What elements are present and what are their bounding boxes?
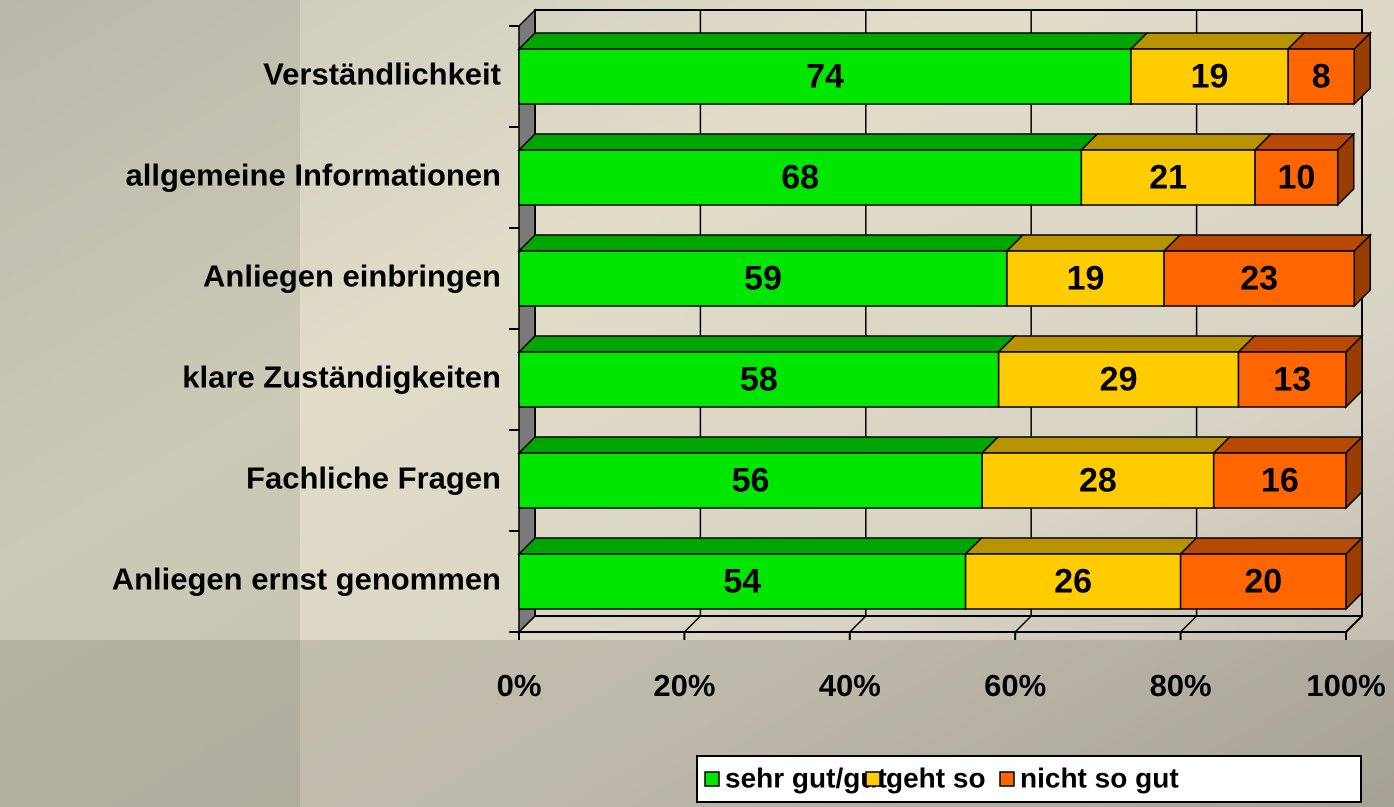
data-label: 21: [1149, 158, 1187, 196]
bar-top: [1079, 133, 1273, 151]
data-label: 56: [732, 461, 770, 499]
bar-top: [517, 133, 1100, 151]
bar-top: [1162, 234, 1373, 252]
bar-segment: [1253, 132, 1356, 207]
bar-segment: [1178, 536, 1364, 611]
bar-front: [1212, 452, 1347, 509]
x-tick-label: 100%: [1306, 668, 1385, 703]
legend-swatch: [704, 771, 720, 787]
bar-segment: [1005, 234, 1182, 307]
bar-segment: [1211, 435, 1364, 510]
bar-front: [518, 452, 983, 509]
bar-top: [1253, 133, 1356, 151]
data-label: 54: [723, 562, 761, 600]
legend: sehr gut/gut geht so nicht so gut: [696, 755, 1362, 803]
x-tick-label: 0%: [497, 668, 542, 703]
category-label: Fachliche Fragen: [246, 461, 501, 496]
bar-front: [518, 149, 1083, 206]
data-label: 23: [1240, 259, 1278, 297]
data-label: 29: [1100, 360, 1138, 398]
category-label: Verständlichkeit: [263, 57, 501, 92]
x-tick-label: 20%: [653, 668, 715, 703]
bar-front: [1254, 149, 1339, 206]
bar-front: [1287, 48, 1356, 105]
x-tick-label: 40%: [819, 668, 881, 703]
data-label: 68: [781, 158, 819, 196]
bar-top: [517, 436, 1000, 454]
data-label: 8: [1312, 57, 1331, 95]
bar-segment: [517, 32, 1149, 105]
bar-top: [963, 537, 1199, 555]
bar-segment: [517, 234, 1025, 307]
bar-top: [1236, 335, 1364, 353]
data-label: 74: [806, 57, 844, 95]
bar-top: [1129, 32, 1306, 50]
data-label: 58: [740, 360, 778, 398]
bar-top: [517, 537, 984, 555]
legend-label: nicht so gut: [1020, 762, 1179, 793]
bar-front: [518, 351, 1000, 408]
data-label: 20: [1244, 562, 1282, 600]
legend-swatch: [865, 771, 881, 787]
bar-front: [518, 250, 1008, 307]
bar-top: [1005, 234, 1182, 252]
bar-front: [1179, 553, 1347, 610]
data-label: 26: [1054, 562, 1092, 600]
category-label: klare Zuständigkeiten: [182, 360, 501, 395]
bar-top: [1211, 436, 1364, 454]
bar-front: [981, 452, 1215, 509]
bar-top: [517, 335, 1017, 353]
category-label: Anliegen einbringen: [203, 259, 501, 294]
bar-front: [1163, 250, 1356, 307]
bar-top: [996, 335, 1257, 353]
bar-segment: [517, 537, 984, 610]
grid-floor-line: [1014, 615, 1032, 633]
category-label: allgemeine Informationen: [125, 158, 501, 193]
legend-swatch: [999, 771, 1015, 787]
bar-segment: [1079, 133, 1273, 206]
bar-segment: [517, 436, 1000, 509]
bar-segment: [1286, 31, 1373, 106]
bar-top: [517, 32, 1149, 50]
bar-top: [517, 234, 1025, 252]
bar-segment: [517, 335, 1017, 408]
grid-floor-line: [849, 615, 867, 633]
legend-label: geht so: [886, 762, 986, 793]
bar-front: [1237, 351, 1347, 408]
bar-top: [1178, 537, 1364, 555]
grid-floor-line: [1345, 615, 1363, 633]
legend-box: [696, 755, 1362, 803]
data-label: 28: [1079, 461, 1117, 499]
bar-front: [1006, 250, 1165, 307]
bar-front: [518, 553, 967, 610]
bar-front: [1080, 149, 1256, 206]
data-label: 59: [744, 259, 782, 297]
bar-segment: [1162, 233, 1373, 308]
data-label: 19: [1191, 57, 1229, 95]
bar-segment: [1236, 334, 1364, 409]
legend-label: sehr gut/gut: [725, 762, 887, 793]
data-label: 13: [1273, 360, 1311, 398]
bar-segment: [517, 133, 1100, 206]
bar-top: [980, 436, 1232, 454]
data-label: 19: [1067, 259, 1105, 297]
plot-area: 0% 20% 40% 60% 80% 100% Verständlichkeit 74 19 8 a…: [112, 8, 1386, 803]
bar-segment: [980, 436, 1232, 509]
grid-floor-line: [518, 615, 536, 633]
bar-segment: [996, 335, 1257, 408]
grid-floor-line: [683, 615, 701, 633]
data-label: 16: [1261, 461, 1299, 499]
data-label: 10: [1277, 158, 1315, 196]
background-shade: [0, 0, 300, 807]
bar-front: [997, 351, 1240, 408]
bar-front: [518, 48, 1132, 105]
x-tick-label: 60%: [984, 668, 1046, 703]
x-tick-label: 80%: [1150, 668, 1212, 703]
grid-floor-line: [1180, 615, 1198, 633]
category-label: Anliegen ernst genommen: [112, 562, 501, 597]
